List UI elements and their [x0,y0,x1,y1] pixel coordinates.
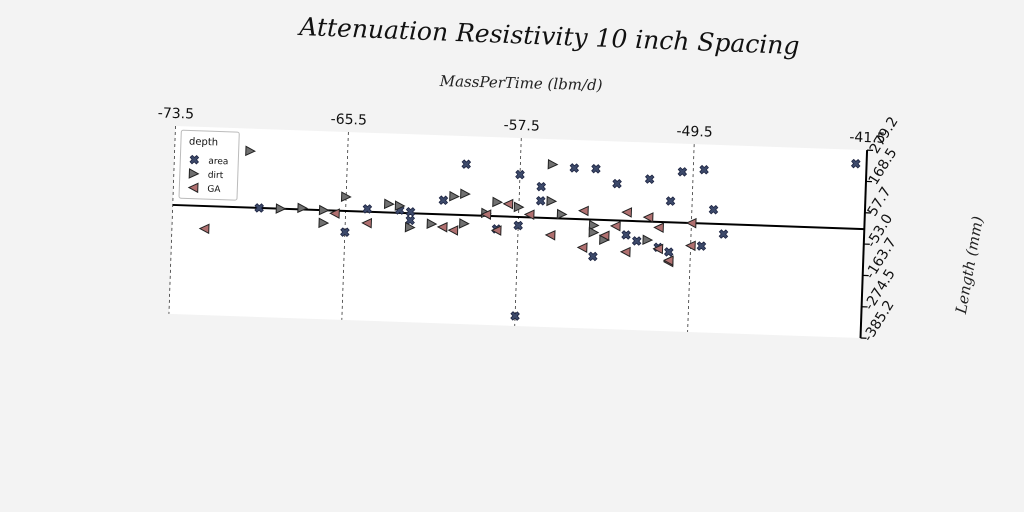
point-dirt-6 [383,198,395,210]
point-area-15 [621,230,631,240]
point-ga-2 [361,217,373,229]
point-area-28 [438,195,449,206]
legend-box [178,129,240,201]
point-dirt-18 [556,208,568,220]
legend: depth area dirt GA [178,129,240,201]
point-dirt-11 [460,188,471,200]
point-ga-9 [576,242,588,254]
point-ga-4 [447,225,459,236]
point-area-24 [708,204,719,215]
point-area-25 [718,229,729,239]
point-ga-13 [652,243,664,255]
x-tick-label-0: -73.5 [158,105,195,122]
point-area-17 [644,174,655,184]
point-area-26 [850,158,861,169]
point-ga-18 [523,209,535,221]
point-area-2 [362,204,373,214]
point-dirt-9 [426,218,438,230]
point-area-19 [663,247,674,257]
point-dirt-10 [449,190,460,202]
point-ga-17 [685,217,697,229]
x-ticks: -73.5 -65.5 -57.5 -49.5 -41.5 [158,105,886,146]
point-area-21 [677,166,688,177]
point-ga-8 [578,205,589,217]
point-dirt-15 [547,158,559,170]
point-area-0 [254,203,265,213]
point-ga-7 [544,229,556,241]
point-area-6 [515,169,525,180]
legend-marker-area [189,154,200,165]
point-dirt-21 [642,234,654,246]
point-ga-11 [619,246,631,258]
x-tick-label-3: -49.5 [676,123,713,140]
legend-label-ga: GA [207,185,221,195]
point-dirt-13 [492,196,504,208]
point-ga-12 [642,212,654,223]
x-tick-label-1: -65.5 [330,111,367,128]
point-ga-16 [685,240,696,252]
grid-line-0 [168,125,176,314]
point-area-22 [699,164,709,175]
point-area-23 [696,241,707,251]
point-dirt-20 [588,226,600,238]
point-area-1 [340,227,350,238]
legend-label-area: area [208,157,228,168]
point-dirt-5 [340,191,352,202]
point-ga-15 [662,255,674,266]
point-dirt-14 [513,201,525,213]
point-ga-22 [653,222,664,234]
point-ga-21 [609,220,621,232]
point-dirt-2 [297,202,309,214]
data-points [198,145,861,321]
point-area-13 [588,251,598,262]
x-tick-label-2: -57.5 [503,117,540,134]
grid-line-2 [514,138,522,326]
y-tick-label-2: 57.7 [865,184,895,219]
point-area-11 [569,163,580,173]
legend-marker-dirt [188,168,200,179]
legend-title: depth [189,136,218,148]
point-dirt-3 [318,204,330,216]
point-dirt-0 [245,145,256,157]
point-area-9 [536,181,547,192]
point-dirt-19 [546,195,558,207]
point-dirt-7 [394,200,406,211]
plot-area [168,125,868,339]
plot-group: -73.5 -65.5 -57.5 -49.5 -41.5 279.2168.557.7… [158,105,902,344]
point-area-8 [510,311,520,321]
point-area-10 [535,195,546,206]
legend-marker-ga [187,182,199,194]
point-area-29 [405,206,416,217]
point-area-14 [612,178,622,189]
point-dirt-8 [404,221,416,233]
point-area-27 [461,159,472,170]
x-tick-label-4: -41.5 [849,130,886,147]
point-dirt-4 [318,217,330,229]
point-ga-0 [198,223,210,235]
point-ga-5 [480,209,492,220]
point-ga-20 [621,207,633,218]
point-ga-3 [436,221,448,233]
point-ga-10 [598,230,610,242]
grid-line-3 [687,144,695,332]
point-dirt-22 [459,218,470,229]
point-area-12 [591,163,601,174]
point-area-7 [513,220,524,231]
point-ga-1 [329,208,340,219]
legend-label-dirt: dirt [208,171,224,182]
point-dirt-1 [275,203,287,214]
point-area-16 [631,236,642,246]
reference-line [172,203,865,231]
point-dirt-16 [588,219,600,231]
point-ga-19 [490,225,502,236]
point-area-20 [665,196,676,206]
grid-line-1 [341,132,349,320]
point-ga-6 [502,198,514,210]
